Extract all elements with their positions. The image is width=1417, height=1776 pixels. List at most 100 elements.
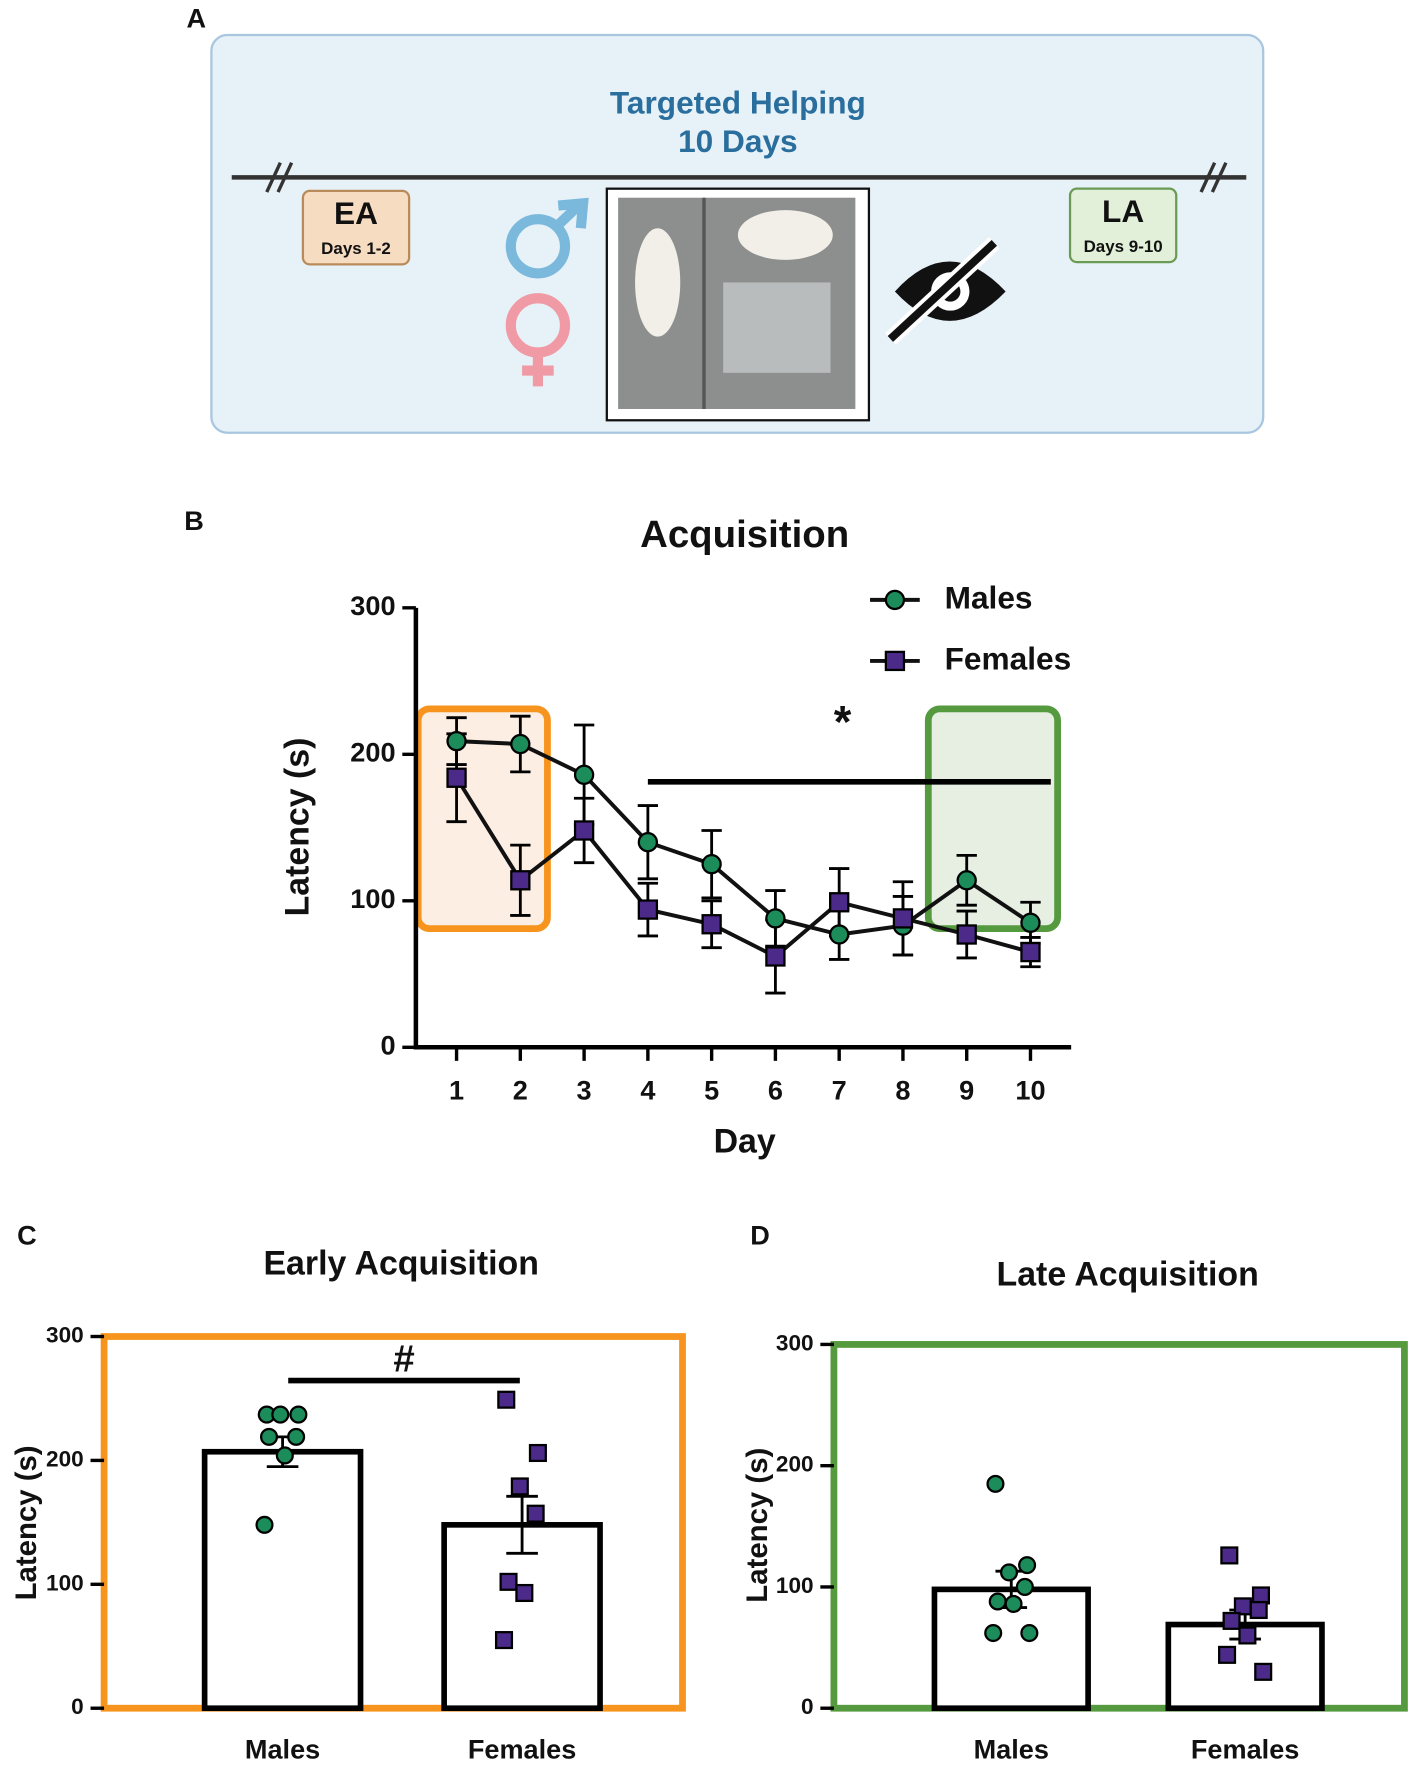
data-point <box>255 1515 274 1534</box>
data-point <box>1220 1546 1239 1565</box>
significance-label: # <box>393 1338 414 1381</box>
data-point <box>988 1592 1007 1611</box>
series-line <box>456 739 1032 937</box>
data-point <box>1015 1577 1034 1596</box>
panel-label: C <box>17 1219 37 1250</box>
data-point <box>573 820 595 841</box>
y-tick-label: 100 <box>776 1573 814 1598</box>
legend-marker <box>884 589 906 611</box>
x-tick-label: 7 <box>832 1075 847 1106</box>
female-symbol <box>505 293 571 387</box>
data-point <box>446 730 467 752</box>
la-box <box>1068 187 1178 264</box>
legend-marker <box>884 650 906 672</box>
x-tick-label: 5 <box>704 1075 719 1106</box>
male-symbol <box>505 197 589 279</box>
data-point <box>1238 1626 1257 1645</box>
y-tick-label: 300 <box>350 590 395 621</box>
photo-rat <box>737 210 833 260</box>
x-tick-label: 1 <box>449 1075 464 1106</box>
y-axis-label: Latency (s) <box>278 738 316 917</box>
y-tick-label: 200 <box>776 1452 814 1477</box>
x-tick-label: 3 <box>577 1075 592 1106</box>
x-tick-label: 9 <box>959 1075 974 1106</box>
la-sublabel: Days 9-10 <box>1084 237 1163 256</box>
data-point <box>259 1427 279 1446</box>
photo-rat <box>635 228 681 337</box>
y-tick-label: 300 <box>46 1322 84 1347</box>
legend-label: Females <box>945 640 1072 676</box>
x-axis-label: Day <box>714 1122 776 1160</box>
x-tick-label: 4 <box>640 1075 655 1106</box>
data-point <box>1254 1662 1273 1681</box>
data-point <box>701 914 722 935</box>
data-point <box>497 1390 516 1409</box>
y-tick-label: 0 <box>71 1694 84 1719</box>
x-tick-label: 8 <box>895 1075 910 1106</box>
y-axis-label: Latency (s) <box>741 1448 774 1603</box>
legend-label: Males <box>945 579 1033 615</box>
data-point <box>1249 1600 1268 1620</box>
data-point <box>528 1443 547 1463</box>
y-tick-label: 200 <box>350 736 395 767</box>
x-tick-label: Males <box>245 1733 320 1764</box>
chart-frame <box>830 1341 1408 1712</box>
y-tick-label: 100 <box>46 1570 84 1595</box>
data-point <box>494 1631 514 1650</box>
diagram: Targeted Helping 10 Days EA Days 1-2 LA … <box>210 33 1265 434</box>
y-tick-label: 0 <box>801 1694 814 1719</box>
chart-frame <box>100 1333 686 1712</box>
y-tick-label: 300 <box>776 1330 814 1355</box>
data-point <box>984 1623 1003 1643</box>
x-tick-label: 6 <box>768 1075 783 1106</box>
data-point <box>1004 1594 1023 1613</box>
data-point <box>510 870 531 891</box>
data-point <box>892 908 914 929</box>
data-point <box>1218 1645 1237 1664</box>
data-point <box>829 892 850 913</box>
data-point <box>765 908 786 929</box>
chart-title: Acquisition <box>640 513 849 556</box>
x-tick-label: Males <box>974 1733 1049 1764</box>
error-bar <box>506 1494 538 1555</box>
data-point <box>271 1405 290 1424</box>
data-point <box>573 764 595 785</box>
x-tick-label: Females <box>468 1733 577 1764</box>
diagram-title: 10 Days <box>678 123 798 159</box>
data-point <box>999 1563 1019 1582</box>
data-point <box>446 767 467 788</box>
data-point <box>637 832 659 853</box>
data-point <box>986 1474 1005 1493</box>
data-point <box>510 733 531 755</box>
eye-slash <box>885 237 1006 345</box>
ea-sublabel: Days 1-2 <box>321 239 391 258</box>
data-point <box>765 946 786 967</box>
series-line <box>454 776 1032 959</box>
data-point <box>499 1572 518 1591</box>
photo-box <box>723 282 831 373</box>
data-point <box>1222 1611 1241 1630</box>
bar <box>201 1448 364 1712</box>
panel-label: B <box>184 505 204 536</box>
x-tick-label: 10 <box>1015 1075 1045 1106</box>
timeline-break <box>265 161 1228 193</box>
data-point <box>956 924 977 945</box>
ea-box <box>301 189 411 266</box>
chart-title: Early Acquisition <box>263 1244 538 1282</box>
y-tick-label: 0 <box>380 1029 395 1060</box>
panel-label: A <box>187 2 207 33</box>
data-point <box>829 924 850 945</box>
data-point <box>526 1504 545 1523</box>
data-point <box>1020 941 1041 963</box>
data-point <box>701 854 722 875</box>
ea-label: EA <box>334 195 378 231</box>
x-tick-label: Females <box>1191 1733 1300 1764</box>
y-tick-label: 100 <box>350 883 395 914</box>
data-point <box>287 1427 306 1446</box>
chart-title: Late Acquisition <box>997 1256 1259 1294</box>
la-label: LA <box>1102 193 1144 229</box>
x-tick-label: 2 <box>513 1075 528 1106</box>
y-axis-label: Latency (s) <box>10 1445 43 1600</box>
